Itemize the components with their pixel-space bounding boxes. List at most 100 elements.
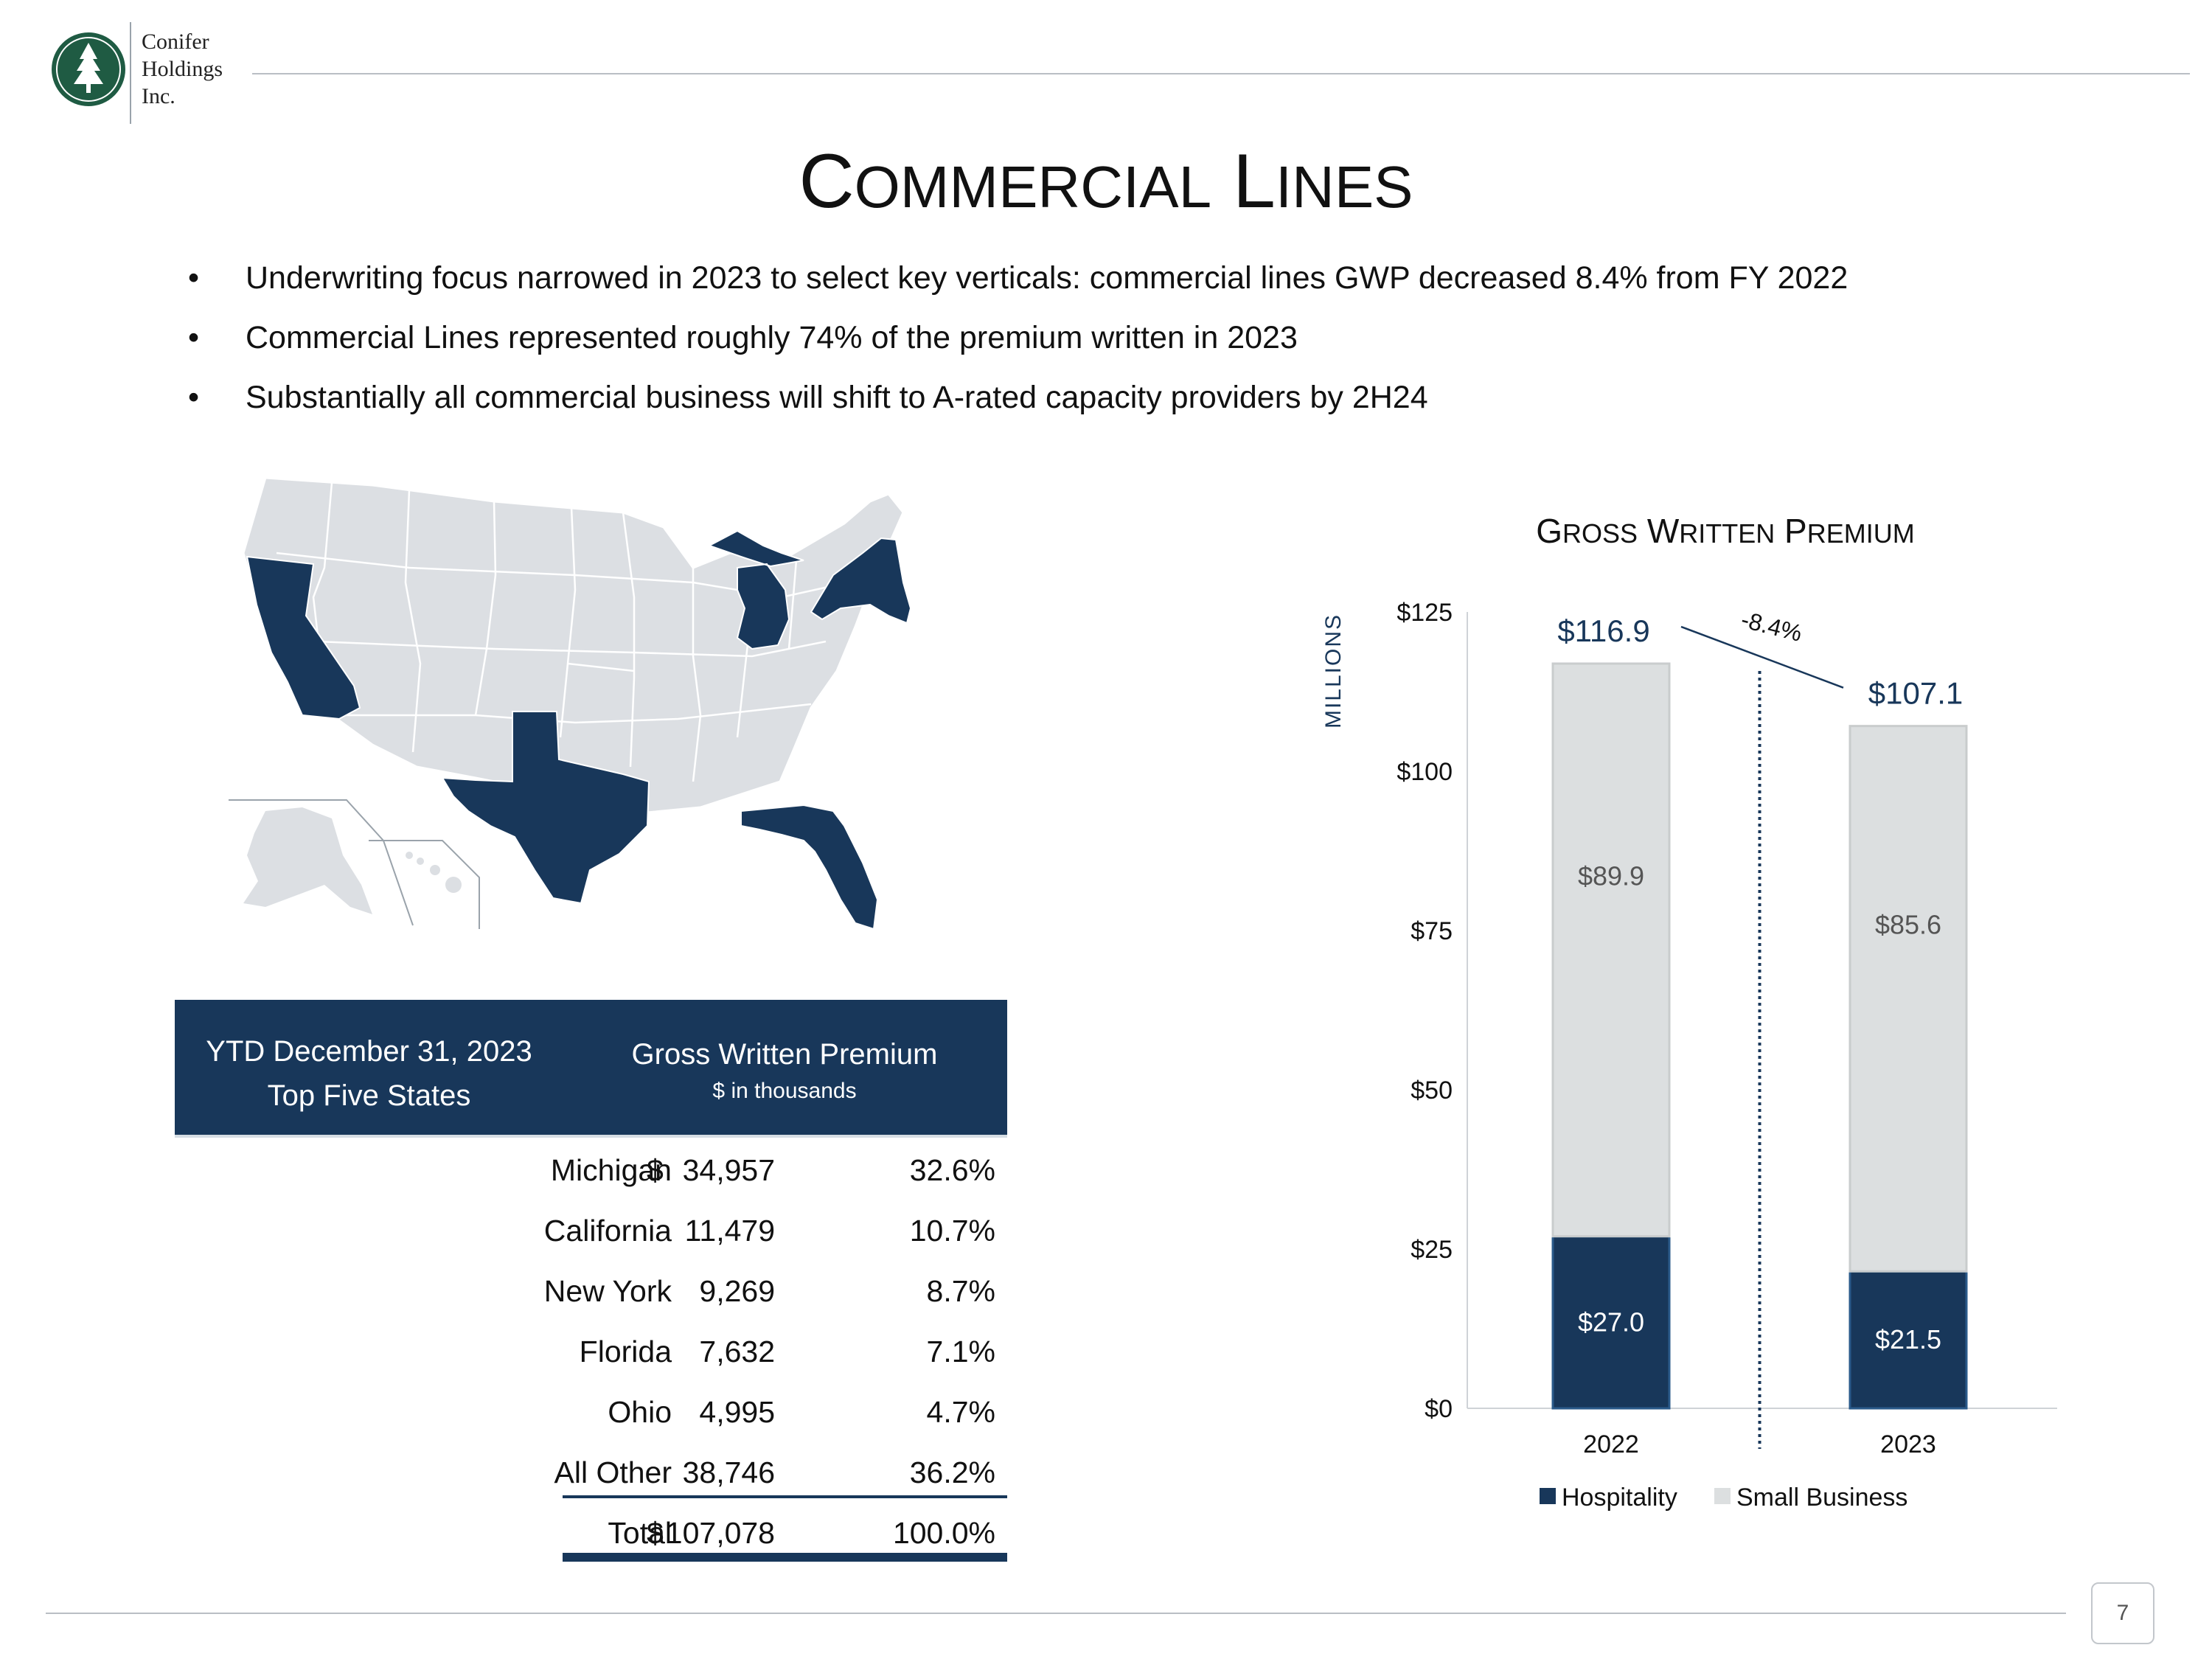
table-header-gwp-unit: $ in thousands [712, 1079, 857, 1103]
table-row: California 11,479 10.7% [175, 1200, 1007, 1261]
bar-value-label: $85.6 [1875, 909, 1941, 939]
logo-line-2: Holdings [142, 57, 223, 81]
change-connector [1680, 625, 1844, 689]
chart-title: Gross Written Premium [1460, 509, 1991, 556]
total-label: Total [608, 1516, 672, 1550]
table-row: All Other 38,746 36.2% [175, 1442, 1007, 1503]
row-gwp: 34,957 [682, 1153, 775, 1187]
table-row: Ohio 4,995 4.7% [175, 1382, 1007, 1442]
row-pct: 8.7% [926, 1274, 995, 1308]
us-map [221, 472, 944, 931]
title-rest-1: ommercial [854, 154, 1212, 220]
row-gwp: 7,632 [699, 1335, 775, 1368]
bar-small-business-2023 [1848, 725, 1968, 1273]
bar-total-label: $116.9 [1557, 613, 1649, 648]
logo-divider [130, 22, 131, 124]
state-florida [740, 804, 879, 931]
table-row: Florida 7,632 7.1% [175, 1321, 1007, 1382]
chart-title-rest-2: ritten [1679, 518, 1775, 549]
state-michigan [707, 529, 804, 650]
bar-value-label: $21.5 [1875, 1324, 1941, 1354]
state-california [246, 555, 361, 720]
gwp-chart: MILLIONS $0 $25 $50 $75 $100 $125 $27.0 $89.9 $… [1321, 599, 2057, 1512]
bar-hospitality-2023 [1848, 1270, 1968, 1410]
map-mainland [242, 476, 905, 829]
logo-line-3: Inc. [142, 84, 175, 108]
row-gwp: 11,479 [684, 1214, 775, 1248]
y-axis-label: MILLIONS [1321, 613, 1346, 728]
bullet-text: Underwriting focus narrowed in 2023 to s… [246, 260, 1848, 296]
logo-seal [52, 32, 125, 106]
row-state: Ohio [608, 1395, 672, 1429]
legend: Hospitality Small Business [1540, 1484, 1907, 1512]
table-total-row: Total $ 107,078 100.0% [175, 1503, 1007, 1563]
y-tick-label: $25 [1411, 1236, 1453, 1264]
bar-value-label: $27.0 [1578, 1307, 1644, 1337]
y-tick-label: $0 [1425, 1395, 1453, 1423]
x-axis-ticks: 2022 2023 [1583, 1430, 1936, 1458]
y-tick-label: $75 [1411, 917, 1453, 945]
table-header-period-line2: Top Five States [267, 1079, 471, 1112]
row-currency: $ [647, 1153, 664, 1187]
footer-rule [46, 1613, 2066, 1614]
chart-title-rest-3: remium [1806, 518, 1915, 549]
total-gwp: 107,078 [665, 1516, 775, 1550]
row-pct: 36.2% [909, 1455, 995, 1489]
row-gwp: 38,746 [682, 1455, 775, 1489]
y-tick-label: $125 [1397, 599, 1453, 627]
bullet-text: Commercial Lines represented roughly 74%… [246, 320, 1298, 355]
chart-title-initial-1: G [1536, 512, 1563, 550]
row-gwp: 4,995 [699, 1395, 775, 1429]
bar-hospitality-2022 [1551, 1235, 1671, 1410]
row-pct: 10.7% [909, 1214, 995, 1248]
total-pct: 100.0% [892, 1516, 995, 1550]
state-hawaii [406, 852, 462, 893]
y-tick-label: $50 [1411, 1077, 1453, 1105]
title-initial-1: C [799, 139, 855, 224]
row-state: New York [543, 1274, 672, 1308]
y-tick-label: $100 [1397, 758, 1453, 786]
row-state: All Other [554, 1455, 672, 1489]
x-tick-label: 2023 [1880, 1430, 1936, 1458]
y-axis-ticks: $0 $25 $50 $75 $100 $125 [1397, 599, 1453, 1423]
page-number: 7 [2091, 1582, 2154, 1644]
chart-title-rest-1: ross [1562, 518, 1638, 549]
bullet-item: • Underwriting focus narrowed in 2023 to … [188, 260, 2105, 296]
table-header: YTD December 31, 2023 Top Five States Gr… [175, 1000, 1007, 1135]
total-currency: $ [647, 1516, 664, 1550]
state-texas [441, 711, 650, 905]
row-state: Florida [579, 1335, 672, 1368]
bullet-item: • Substantially all commercial business w… [188, 379, 2105, 416]
bullet-dot: • [188, 320, 200, 355]
table-header-period: YTD December 31, 2023 Top Five States [175, 1029, 563, 1118]
bullet-dot: • [188, 260, 200, 296]
legend-label: Hospitality [1562, 1484, 1677, 1512]
row-pct: 32.6% [909, 1153, 995, 1187]
bullet-list: • Underwriting focus narrowed in 2023 to … [188, 260, 2105, 439]
chart-title-initial-3: P [1784, 512, 1807, 550]
change-label: -8.4% [1739, 606, 1805, 647]
total-rule-top [563, 1495, 1007, 1498]
legend-swatch [1540, 1488, 1556, 1504]
row-pct: 7.1% [926, 1335, 995, 1368]
bar-small-business-2022 [1551, 662, 1671, 1238]
chart-title-initial-2: W [1646, 512, 1680, 550]
row-pct: 4.7% [926, 1395, 995, 1429]
bar-total-label: $107.1 [1868, 676, 1963, 711]
bullet-text: Substantially all commercial business wi… [246, 380, 1428, 415]
title-rest-2: ines [1275, 154, 1413, 220]
legend-label: Small Business [1736, 1484, 1907, 1512]
bullet-dot: • [188, 380, 200, 415]
header-rule [252, 73, 2190, 74]
table-row: Michigan $ 34,957 32.6% [175, 1140, 1007, 1200]
bar-value-label: $89.9 [1578, 860, 1644, 891]
state-alaska [243, 807, 372, 914]
title-initial-2: L [1232, 139, 1276, 224]
table-header-gwp-title: Gross Written Premium [631, 1038, 938, 1071]
state-new-york [810, 537, 912, 625]
table-header-gwp: Gross Written Premium $ in thousands [563, 1032, 1006, 1106]
page-title: Commercial Lines [0, 137, 2212, 232]
row-gwp: 9,269 [699, 1274, 775, 1308]
total-rule-bottom [563, 1553, 1007, 1562]
logo-wordmark: Conifer Holdings Inc. [142, 28, 223, 110]
